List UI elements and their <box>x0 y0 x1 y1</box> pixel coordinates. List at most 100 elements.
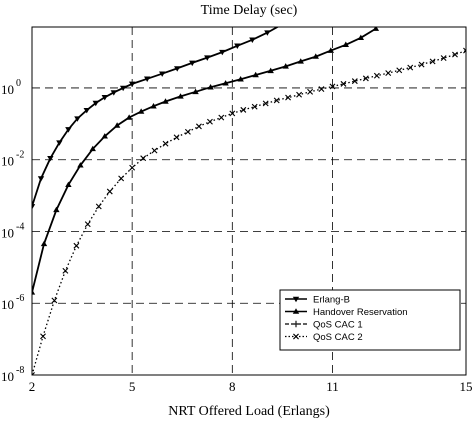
series-3-point-19 <box>240 106 247 113</box>
series-3-point-31 <box>373 72 380 79</box>
series-3-point-21 <box>262 100 269 107</box>
series-0-point-6 <box>83 107 90 114</box>
series-3 <box>32 47 466 375</box>
y-tick-exponent-1: -6 <box>16 293 24 304</box>
y-tick-label-3: 10 <box>1 154 14 169</box>
series-3-point-36 <box>429 58 436 65</box>
x-tick-label-3: 11 <box>326 379 339 394</box>
chart-title: Time Delay (sec) <box>201 3 298 18</box>
series-3-point-30 <box>362 75 369 82</box>
y-tick-label-2: 10 <box>1 225 14 240</box>
series-1 <box>32 27 380 295</box>
series-3-point-28 <box>340 80 347 87</box>
y-tick-exponent-0: -8 <box>16 365 24 376</box>
series-0-point-4 <box>65 127 72 133</box>
series-1-point-16 <box>237 76 244 82</box>
series-1-point-0 <box>32 289 36 295</box>
legend-marker-1 <box>292 308 300 314</box>
series-1-point-20 <box>297 58 304 64</box>
series-3-point-39 <box>463 47 466 54</box>
series-3-point-4 <box>73 242 80 249</box>
series-layer <box>32 27 466 375</box>
series-3-point-14 <box>184 128 191 135</box>
series-0 <box>32 27 283 210</box>
series-1-point-9 <box>137 108 145 114</box>
legend-label-2: QoS CAC 1 <box>313 320 363 331</box>
series-0-point-18 <box>234 43 241 49</box>
series-1-point-10 <box>150 103 157 109</box>
series-3-point-26 <box>318 86 325 93</box>
legend-label-0: Erlang-B <box>313 295 350 306</box>
series-0-point-9 <box>110 90 117 96</box>
series-1-point-12 <box>177 93 184 99</box>
legend-marker-2 <box>292 320 300 328</box>
series-3-point-3 <box>62 267 69 274</box>
series-3-point-15 <box>195 123 202 130</box>
series-1-point-1 <box>40 240 48 247</box>
series-1-point-5 <box>89 145 96 152</box>
series-1-point-23 <box>342 41 350 47</box>
series-line-1 <box>32 27 377 293</box>
series-1-point-25 <box>372 27 380 31</box>
series-0-point-19 <box>249 37 256 43</box>
series-3-point-7 <box>106 188 113 195</box>
y-tick-exponent-3: -2 <box>16 150 24 161</box>
series-3-point-2 <box>51 297 58 304</box>
series-1-point-6 <box>101 133 108 139</box>
series-3-point-0 <box>32 372 35 375</box>
series-1-point-7 <box>113 122 121 128</box>
series-0-point-7 <box>92 100 99 107</box>
series-3-point-20 <box>251 103 258 110</box>
series-1-point-19 <box>282 63 289 69</box>
series-3-point-1 <box>40 333 46 340</box>
series-3-point-24 <box>296 91 303 98</box>
series-0-point-11 <box>128 81 136 88</box>
series-3-point-37 <box>440 55 447 62</box>
series-3-point-35 <box>418 61 425 68</box>
series-3-point-9 <box>129 164 136 171</box>
series-1-point-17 <box>252 71 259 78</box>
series-0-point-10 <box>119 85 127 92</box>
series-3-point-33 <box>396 67 403 74</box>
series-3-point-16 <box>206 118 213 125</box>
x-tick-label-2: 8 <box>229 379 236 394</box>
series-3-point-17 <box>218 114 225 121</box>
series-1-point-8 <box>125 114 133 120</box>
y-tick-exponent-2: -4 <box>16 221 24 232</box>
series-3-point-23 <box>285 94 292 101</box>
series-3-point-27 <box>329 83 336 90</box>
y-tick-exponent-4: 0 <box>16 78 21 89</box>
series-0-point-16 <box>204 55 211 61</box>
legend-box <box>279 289 461 351</box>
series-0-point-13 <box>159 71 166 77</box>
series-1-point-15 <box>222 80 229 86</box>
series-3-point-29 <box>351 78 358 85</box>
series-0-point-0 <box>32 204 36 210</box>
series-1-point-14 <box>207 83 214 90</box>
y-tick-label-1: 10 <box>1 297 14 312</box>
series-0-point-3 <box>56 140 63 146</box>
x-tick-label-4: 15 <box>460 379 473 394</box>
series-3-point-5 <box>84 221 91 228</box>
x-tick-labels: 2 5 8 11 15 <box>29 379 473 394</box>
series-0-point-20 <box>264 30 271 36</box>
x-tick-label-1: 5 <box>129 379 136 394</box>
series-1-point-24 <box>357 34 365 41</box>
series-1-point-3 <box>65 181 72 188</box>
series-1-point-2 <box>53 206 60 213</box>
series-3-point-11 <box>151 147 158 154</box>
series-0-point-15 <box>189 60 196 67</box>
series-line-0 <box>32 27 280 207</box>
series-3-point-8 <box>118 175 125 182</box>
series-1-point-11 <box>162 98 169 104</box>
x-tick-label-0: 2 <box>29 379 36 394</box>
legend-label-1: Handover Reservation <box>313 307 408 318</box>
y-tick-label-4: 10 <box>1 82 14 97</box>
legend-marker-0 <box>292 296 300 303</box>
series-1-point-22 <box>327 47 334 53</box>
series-3-point-12 <box>162 140 169 147</box>
series-3-point-10 <box>140 155 147 162</box>
x-axis-label: NRT Offered Load (Erlangs) <box>168 404 330 419</box>
